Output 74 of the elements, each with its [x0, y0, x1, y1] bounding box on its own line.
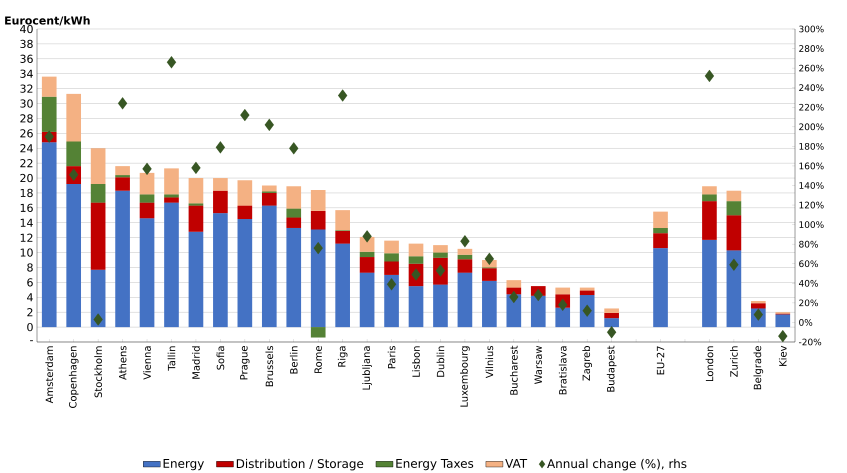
legend-label: VAT [505, 458, 528, 468]
y-tick-label: 10 [20, 248, 33, 257]
x-tick-label: Budapest [606, 346, 616, 392]
y-tick-label: 24 [20, 144, 33, 152]
y2-tick-label: 60% [799, 260, 818, 267]
y-tick-label: 22 [20, 158, 32, 167]
y2-tick-label: 220% [799, 104, 824, 110]
y-tick-label: 16 [20, 204, 33, 212]
x-tick-label: Bucharest [510, 346, 518, 394]
y-tick-label: 34 [20, 69, 33, 78]
x-tick-label: Paris [388, 346, 396, 368]
y2-tick-label: 80% [799, 240, 818, 248]
x-tick-label: Rome [314, 346, 322, 373]
x-tick-label: Ljubljana [362, 346, 372, 390]
legend-label: Annual change (%), rhs [547, 458, 686, 470]
y-tick-label: 8 [27, 263, 33, 272]
y-tick-label: 28 [20, 114, 33, 122]
x-tick-label: Athens [118, 346, 126, 380]
y-tick-label: 12 [20, 233, 32, 242]
y2-tick-label: 180% [800, 142, 824, 150]
x-tick-label: Vilnius [486, 346, 494, 378]
y-tick-label: 6 [27, 278, 33, 286]
y-tick-label: 20 [20, 174, 33, 182]
y2-tick-label: 120% [800, 201, 824, 208]
y-tick-label: 18 [20, 188, 33, 197]
y-tick-label: 26 [20, 128, 33, 138]
y-tick-label: 40 [20, 24, 33, 33]
y-tick-label: 30 [20, 99, 33, 108]
y2-tick-label: 40% [798, 280, 818, 286]
x-tick-label: Stockholm [94, 346, 102, 398]
y2-tick-label: 240% [799, 84, 824, 91]
y2-tick-label: -20% [798, 338, 822, 346]
x-tick-label: Warsaw [534, 346, 542, 384]
y-tick-label: 14 [20, 218, 33, 227]
legend-label: Distribution / Storage [236, 458, 364, 470]
x-tick-label: Riga [338, 346, 348, 366]
y-tick-label: 4 [27, 293, 33, 302]
x-tick-label: Copenhagen [68, 346, 79, 408]
y2-tick-label: 100% [800, 221, 824, 228]
x-tick-label: Berlin [290, 346, 298, 374]
y2-tick-label: 160% [800, 162, 824, 170]
x-tick-label: Sofia [216, 346, 224, 370]
x-tick-label: Belgrade [754, 346, 764, 390]
y2-tick-label: 140% [800, 182, 824, 189]
x-tick-label: Luxembourg [460, 346, 470, 406]
x-tick-label: Bratislava [558, 346, 567, 394]
x-tick-label: Zurich [730, 346, 738, 377]
x-tick-label: EU-27 [656, 346, 664, 374]
x-tick-label: Kiev [778, 346, 787, 366]
y2-tick-label: 300% [799, 25, 824, 32]
y2-tick-label: 20% [799, 299, 818, 306]
x-tick-label: Brussels [265, 346, 274, 386]
y-tick-label: 36 [20, 54, 33, 63]
x-tick-label: Prague [240, 346, 250, 380]
x-tick-label: Tallin [168, 346, 176, 370]
legend-label: Energy Taxes [396, 458, 474, 470]
x-tick-label: Lisbon [412, 346, 420, 377]
x-tick-label: Dublin [436, 346, 444, 376]
x-tick-label: Zagreb [582, 346, 592, 380]
x-tick-label: Madrid [192, 346, 200, 379]
x-tick-label: Vienna [143, 346, 151, 380]
x-tick-label: Amsterdam [45, 346, 54, 404]
y-tick-label: - [30, 340, 33, 341]
y-tick-label: 0 [27, 322, 33, 332]
x-tick-label: London [706, 346, 714, 381]
y2-tick-label: 0% [799, 318, 812, 326]
y-axis-title: Eurocent/kWh [5, 16, 90, 26]
y2-tick-label: 280% [799, 44, 824, 52]
legend-label: Energy [164, 458, 204, 470]
y-tick-label: 2 [27, 308, 32, 316]
y-tick-label: 38 [20, 40, 33, 48]
y2-tick-label: 260% [799, 64, 824, 72]
y2-tick-label: 200% [799, 123, 824, 130]
y-tick-label: 32 [20, 84, 32, 93]
